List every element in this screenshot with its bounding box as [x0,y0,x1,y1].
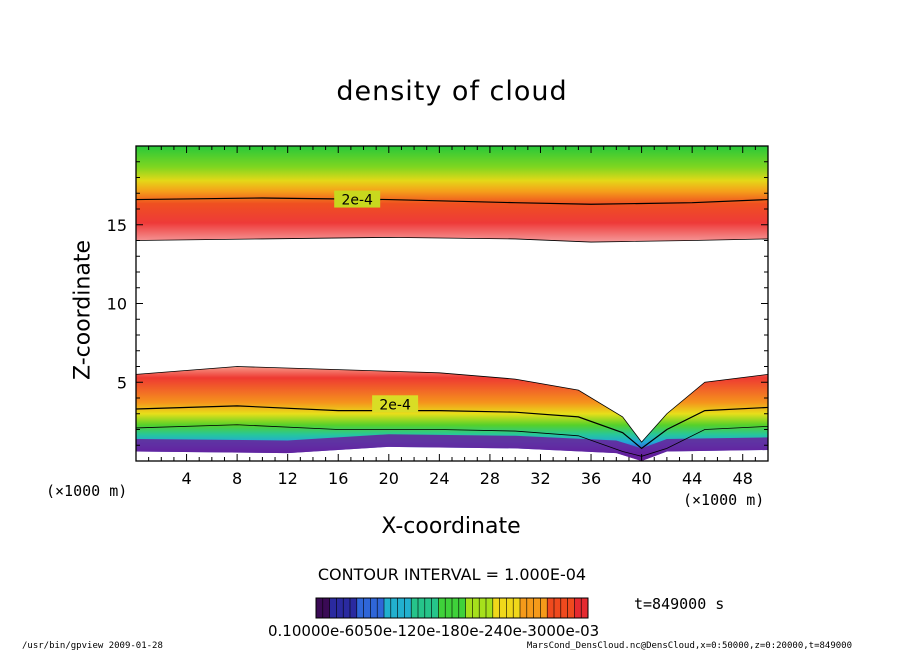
x-tick-label: 12 [278,469,298,488]
x-tick-label: 20 [379,469,399,488]
x-tick-label: 28 [480,469,500,488]
colorbar-cell [560,598,569,618]
colorbar-cell [479,598,487,618]
colorbar-frame [315,597,589,619]
colorbar-cell [465,598,473,618]
colorbar-cell [322,598,331,618]
colorbar-cell [397,598,405,618]
lower-layer-base [136,434,768,461]
colorbar-cell [486,598,494,618]
colorbar-cell [533,598,541,618]
colorbar-cell [445,598,453,618]
colorbar-cell [499,598,507,618]
time-label: t=849000 s [634,595,725,613]
x-tick-label: 32 [530,469,550,488]
colorbar-cell [431,598,439,618]
upper-cloud-layer [136,146,768,243]
lower-contour-2e-4 [136,405,768,450]
colorbar-cell [411,598,419,618]
colorbar-cell [472,598,480,618]
colorbar-cell [384,598,392,618]
colorbar-cell [350,598,358,618]
contour-interval: CONTOUR INTERVAL = 1.000E-04 [317,565,587,584]
y-tick-label: 15 [107,216,127,235]
colorbar-cell [404,598,412,618]
upper-contour-2e-4 [136,197,768,205]
colorbar-cell [540,598,548,618]
x-tick-label: 36 [581,469,601,488]
x-tick-label: 24 [429,469,449,488]
colorbar-cell [377,598,385,618]
colorbar-cell [513,598,521,618]
x-tick-label: 16 [328,469,348,488]
colorbar-cell [458,598,467,618]
lower-cloud-layer [136,366,768,461]
y-tick-label: 5 [117,373,127,392]
y-tick-label: 10 [107,295,127,314]
contour-label: 2e-4 [379,397,411,413]
x-tick-label: 44 [682,469,702,488]
footer-left: /usr/bin/gpview 2009-01-28 [22,641,163,651]
x-tick-label: 8 [232,469,242,488]
contour-label: 2e-4 [341,193,373,209]
colorbar-cell [370,598,378,618]
colorbar-cell [506,598,514,618]
x-tick-label: 4 [181,469,191,488]
y-axis-label: Z-coordinate [70,240,96,380]
colorbar-cell [567,598,575,618]
x-unit-left: (×1000 m) [46,482,128,500]
x-tick-label: 40 [631,469,651,488]
colorbar-cell [343,598,351,618]
contour-label-bg [372,395,419,413]
colorbar-cell [316,598,324,618]
colorbar-cell [336,598,344,618]
footer-right: MarsCond_DensCloud.nc@DensCloud,x=0:5000… [526,641,852,651]
colorbar-cell [452,598,460,618]
colorbar-cell [418,598,426,618]
lower-contour-inner [136,424,768,457]
colorbar-cell [574,598,582,618]
colorbar-cell [520,598,528,618]
lower-contour-edge [136,366,768,443]
colorbar-cell [547,598,555,618]
colorbar-cell [390,598,399,618]
colorbar-cell [356,598,365,618]
contour-label-bg [334,190,381,208]
colorbar-cell [363,598,371,618]
chart-title: density of cloud [336,76,568,107]
x-axis-label: X-coordinate [381,514,521,539]
x-tick-label: 48 [733,469,753,488]
x-unit-right: (×1000 m) [683,491,765,509]
colorbar-labels: 0.10000e-6050e-120e-180e-240e-3000e-03 [268,622,600,640]
colorbar-cell [438,598,446,618]
colorbar-cell [329,598,337,618]
colorbar-cell [424,598,433,618]
upper-contour-edge [136,236,768,243]
colorbar-cell [492,598,501,618]
colorbar-cell [554,598,562,618]
colorbar-cell [526,598,535,618]
colorbar-cell [581,598,589,618]
